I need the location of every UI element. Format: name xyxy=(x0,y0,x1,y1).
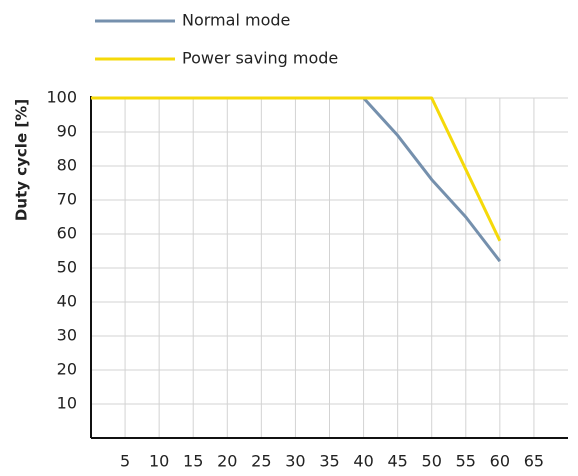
x-tick-label: 30 xyxy=(285,452,305,471)
y-tick-label: 80 xyxy=(57,156,77,175)
y-tick-label: 20 xyxy=(57,360,77,379)
y-tick-label: 90 xyxy=(57,122,77,141)
x-tick-label: 50 xyxy=(422,452,442,471)
y-tick-label: 30 xyxy=(57,326,77,345)
x-tick-label: 25 xyxy=(251,452,271,471)
y-tick-label: 10 xyxy=(57,394,77,413)
legend-label: Power saving mode xyxy=(182,49,338,68)
y-tick-label: 60 xyxy=(57,224,77,243)
x-tick-label: 10 xyxy=(149,452,169,471)
x-tick-label: 35 xyxy=(319,452,339,471)
x-tick-label: 55 xyxy=(456,452,476,471)
x-tick-label: 45 xyxy=(387,452,407,471)
x-tick-label: 40 xyxy=(353,452,373,471)
x-tick-label: 60 xyxy=(490,452,510,471)
y-tick-label: 50 xyxy=(57,258,77,277)
x-tick-label: 15 xyxy=(183,452,203,471)
x-tick-label: 20 xyxy=(217,452,237,471)
y-axis-label: Duty cycle [%] xyxy=(13,99,31,221)
y-tick-label: 100 xyxy=(46,88,77,107)
data-line xyxy=(91,96,502,242)
y-tick-label: 40 xyxy=(57,292,77,311)
x-tick-label: 5 xyxy=(120,452,130,471)
legend-label: Normal mode xyxy=(182,11,290,30)
y-tick-label: 70 xyxy=(57,190,77,209)
x-tick-label: 65 xyxy=(524,452,544,471)
